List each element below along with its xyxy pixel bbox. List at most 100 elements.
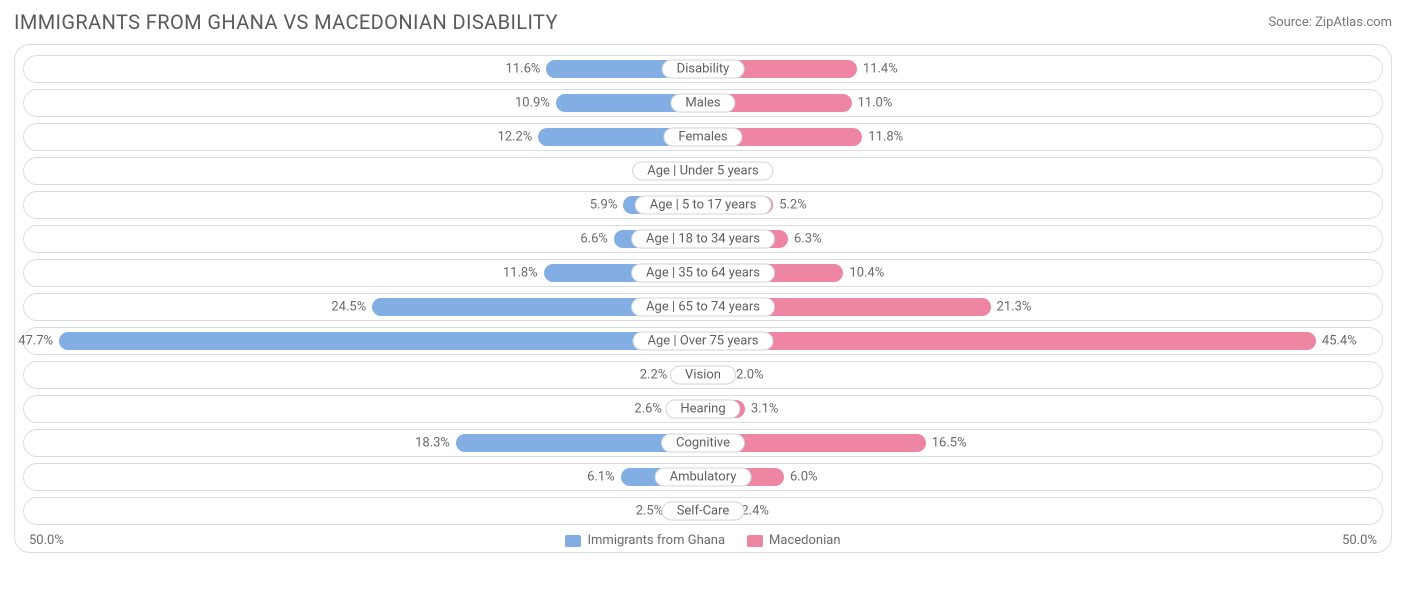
value-label-left: 2.5%	[636, 504, 664, 519]
value-label-left: 47.7%	[18, 334, 53, 349]
legend-item-right: Macedonian	[747, 533, 840, 548]
value-label-right: 45.4%	[1322, 334, 1357, 349]
right-half: 11.8%	[703, 128, 1378, 146]
value-label-left: 6.1%	[587, 470, 615, 485]
legend-swatch-left	[565, 535, 581, 547]
right-half: 21.3%	[703, 298, 1378, 316]
header-row: IMMIGRANTS FROM GHANA VS MACEDONIAN DISA…	[14, 10, 1392, 34]
value-label-right: 11.4%	[863, 62, 898, 77]
legend: Immigrants from Ghana Macedonian	[565, 533, 840, 548]
value-label-left: 11.8%	[503, 266, 538, 281]
left-half: 2.6%	[28, 400, 703, 418]
category-pill: Age | 18 to 34 years	[631, 230, 775, 249]
category-pill: Vision	[670, 366, 736, 385]
chart-row: 6.6% 6.3% Age | 18 to 34 years	[23, 225, 1383, 253]
chart-row: 2.6% 3.1% Hearing	[23, 395, 1383, 423]
legend-label-left: Immigrants from Ghana	[587, 533, 725, 548]
category-pill: Age | Over 75 years	[633, 332, 774, 351]
right-half: 2.0%	[703, 366, 1378, 384]
category-pill: Ambulatory	[655, 468, 752, 487]
value-label-right: 6.3%	[794, 232, 822, 247]
value-label-left: 24.5%	[331, 300, 366, 315]
value-label-right: 3.1%	[751, 402, 779, 417]
legend-swatch-right	[747, 535, 763, 547]
chart-frame: 11.6% 11.4% Disability 10.9% 11.0% Males 12.2%…	[14, 44, 1392, 553]
left-half: 18.3%	[28, 434, 703, 452]
value-label-left: 11.6%	[506, 62, 541, 77]
category-pill: Self-Care	[662, 502, 745, 521]
legend-item-left: Immigrants from Ghana	[565, 533, 725, 548]
value-label-left: 2.2%	[640, 368, 668, 383]
left-half: 10.9%	[28, 94, 703, 112]
value-label-left: 10.9%	[515, 96, 550, 111]
category-pill: Age | Under 5 years	[632, 162, 773, 181]
chart-row: 11.6% 11.4% Disability	[23, 55, 1383, 83]
right-half: 1.2%	[703, 162, 1378, 180]
chart-row: 18.3% 16.5% Cognitive	[23, 429, 1383, 457]
axis-row: 50.0% Immigrants from Ghana Macedonian 5…	[23, 531, 1383, 548]
right-half: 2.4%	[703, 502, 1378, 520]
value-label-right: 2.4%	[741, 504, 769, 519]
right-half: 6.3%	[703, 230, 1378, 248]
value-label-left: 12.2%	[497, 130, 532, 145]
value-label-right: 16.5%	[932, 436, 967, 451]
left-half: 11.6%	[28, 60, 703, 78]
right-half: 45.4%	[703, 332, 1378, 350]
chart-title: IMMIGRANTS FROM GHANA VS MACEDONIAN DISA…	[14, 10, 558, 34]
chart-row: 47.7% 45.4% Age | Over 75 years	[23, 327, 1383, 355]
right-half: 3.1%	[703, 400, 1378, 418]
source-attribution: Source: ZipAtlas.com	[1268, 15, 1392, 30]
value-label-right: 2.0%	[736, 368, 764, 383]
category-pill: Age | 35 to 64 years	[631, 264, 775, 283]
value-label-right: 11.8%	[868, 130, 903, 145]
right-half: 16.5%	[703, 434, 1378, 452]
left-half: 1.2%	[28, 162, 703, 180]
left-half: 2.2%	[28, 366, 703, 384]
legend-label-right: Macedonian	[769, 533, 840, 548]
value-label-right: 5.2%	[779, 198, 807, 213]
chart-row: 24.5% 21.3% Age | 65 to 74 years	[23, 293, 1383, 321]
right-half: 5.2%	[703, 196, 1378, 214]
bar-right	[703, 332, 1316, 350]
left-half: 2.5%	[28, 502, 703, 520]
chart-row: 1.2%1.2%Age | Under 5 years	[23, 157, 1383, 185]
value-label-right: 10.4%	[849, 266, 884, 281]
left-half: 6.1%	[28, 468, 703, 486]
left-half: 24.5%	[28, 298, 703, 316]
value-label-left: 6.6%	[580, 232, 608, 247]
value-label-right: 21.3%	[997, 300, 1032, 315]
left-half: 5.9%	[28, 196, 703, 214]
value-label-left: 5.9%	[590, 198, 618, 213]
chart-row: 12.2% 11.8% Females	[23, 123, 1383, 151]
category-pill: Disability	[662, 60, 745, 79]
chart-row: 2.5% 2.4%Self-Care	[23, 497, 1383, 525]
category-pill: Females	[663, 128, 742, 147]
left-half: 6.6%	[28, 230, 703, 248]
right-half: 10.4%	[703, 264, 1378, 282]
axis-max-right: 50.0%	[1342, 533, 1377, 548]
rows-host: 11.6% 11.4% Disability 10.9% 11.0% Males 12.2%…	[23, 55, 1383, 525]
value-label-right: 6.0%	[790, 470, 818, 485]
chart-row: 2.2% 2.0%Vision	[23, 361, 1383, 389]
value-label-left: 2.6%	[634, 402, 662, 417]
chart-row: 6.1% 6.0% Ambulatory	[23, 463, 1383, 491]
right-half: 11.4%	[703, 60, 1378, 78]
category-pill: Cognitive	[661, 434, 745, 453]
right-half: 6.0%	[703, 468, 1378, 486]
category-pill: Age | 65 to 74 years	[631, 298, 775, 317]
left-half: 47.7%	[28, 332, 703, 350]
right-half: 11.0%	[703, 94, 1378, 112]
chart-container: IMMIGRANTS FROM GHANA VS MACEDONIAN DISA…	[0, 0, 1406, 612]
left-half: 12.2%	[28, 128, 703, 146]
value-label-right: 11.0%	[858, 96, 893, 111]
axis-max-left: 50.0%	[29, 533, 64, 548]
bar-left	[59, 332, 703, 350]
category-pill: Hearing	[665, 400, 740, 419]
category-pill: Age | 5 to 17 years	[635, 196, 772, 215]
left-half: 11.8%	[28, 264, 703, 282]
category-pill: Males	[670, 94, 735, 113]
chart-row: 10.9% 11.0% Males	[23, 89, 1383, 117]
chart-row: 11.8% 10.4% Age | 35 to 64 years	[23, 259, 1383, 287]
chart-row: 5.9% 5.2% Age | 5 to 17 years	[23, 191, 1383, 219]
value-label-left: 18.3%	[415, 436, 450, 451]
